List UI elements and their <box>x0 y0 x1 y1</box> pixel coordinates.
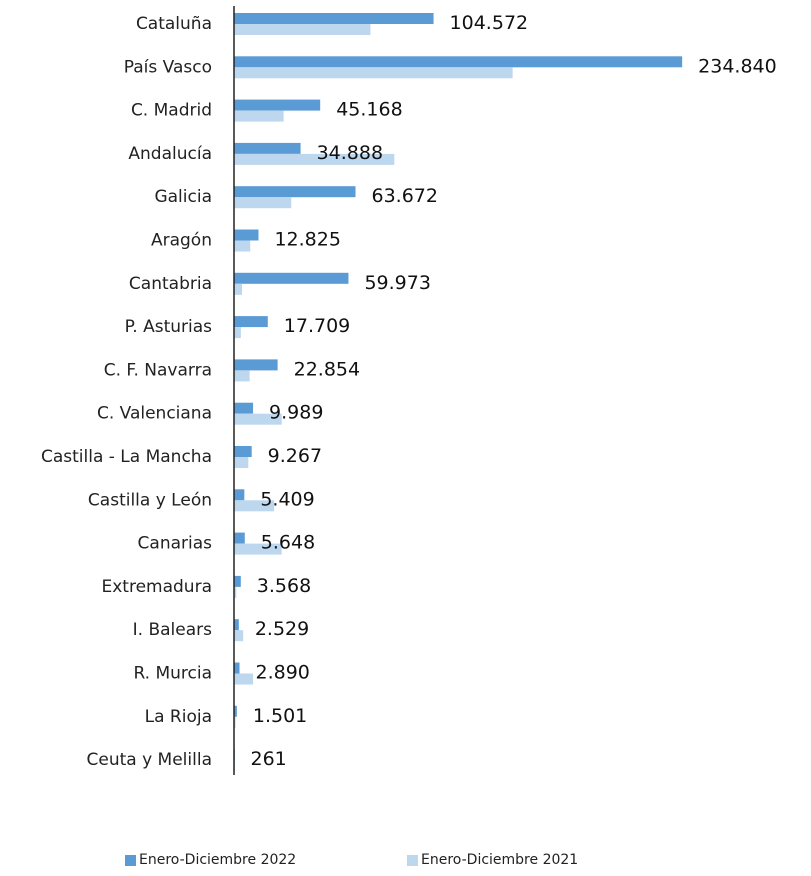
value-label-p-asturias: 17.709 <box>284 315 350 337</box>
bar-2021-aragon <box>234 240 251 252</box>
category-label-r-murcia: R. Murcia <box>133 664 212 684</box>
category-label-c-madrid: C. Madrid <box>131 101 212 121</box>
legend: Enero-Diciembre 2022 Enero-Diciembre 202… <box>0 852 811 874</box>
category-label-cantabria: Cantabria <box>129 274 212 294</box>
value-label-canarias: 5.648 <box>261 532 315 554</box>
bar-2022-c-madrid <box>234 99 321 111</box>
bar-2022-castilla-la-mancha <box>234 446 252 457</box>
bar-2021-castilla-y-leon <box>234 500 275 512</box>
bar-2022-la-rioja <box>234 705 237 717</box>
bar-chart: Cataluña País Vasco C. Madrid Andalucía Gali… <box>41 6 777 775</box>
value-label-la-rioja: 1.501 <box>253 705 307 727</box>
category-label-la-rioja: La Rioja <box>145 707 212 727</box>
bar-2022-aragon <box>234 229 259 241</box>
legend-item-2022: Enero-Diciembre 2022 <box>125 852 296 868</box>
value-label-castilla-la-mancha: 9.267 <box>268 445 322 467</box>
bar-2022-galicia <box>234 186 356 198</box>
bar-2021-pais-vasco <box>234 67 513 79</box>
category-label-andalucia: Andalucía <box>128 144 212 164</box>
category-label-pais-vasco: País Vasco <box>124 57 212 77</box>
value-label-castilla-y-leon: 5.409 <box>260 488 314 510</box>
bar-2021-cantabria <box>234 283 243 295</box>
legend-swatch-2021 <box>407 854 418 866</box>
category-labels: Cataluña País Vasco C. Madrid Andalucía Gali… <box>41 14 212 770</box>
value-label-extremadura: 3.568 <box>257 575 311 597</box>
legend-swatch-2022 <box>125 854 136 866</box>
category-label-c-valenciana: C. Valenciana <box>97 404 212 424</box>
bar-2021-extremadura <box>234 586 237 598</box>
bar-2022-p-asturias <box>234 316 268 328</box>
bar-2022-canarias <box>234 532 245 544</box>
bar-2021-cataluna <box>234 24 371 35</box>
value-label-galicia: 63.672 <box>372 185 438 207</box>
value-label-c-valenciana: 9.989 <box>269 402 323 424</box>
value-label-r-murcia: 2.890 <box>256 662 310 684</box>
bar-2021-galicia <box>234 197 292 209</box>
bar-2021-p-asturias <box>234 327 241 339</box>
value-label-cataluna: 104.572 <box>450 12 529 34</box>
bar-2022-c-valenciana <box>234 402 254 414</box>
value-label-c-f-navarra: 22.854 <box>294 358 360 380</box>
category-label-castilla-y-leon: Castilla y León <box>88 490 212 510</box>
value-label-ceuta-y-melilla: 261 <box>250 748 286 770</box>
category-label-galicia: Galicia <box>154 187 212 207</box>
legend-item-2021: Enero-Diciembre 2021 <box>407 852 578 868</box>
value-label-andalucia: 34.888 <box>317 142 383 164</box>
category-label-aragon: Aragón <box>151 231 212 251</box>
category-label-c-f-navarra: C. F. Navarra <box>104 360 212 380</box>
bar-2022-i-balears <box>234 619 239 631</box>
bar-2021-r-murcia <box>234 673 254 685</box>
bar-2021-c-f-navarra <box>234 370 250 382</box>
value-label-aragon: 12.825 <box>274 229 340 251</box>
bar-2021-la-rioja <box>234 716 236 728</box>
value-label-cantabria: 59.973 <box>364 272 430 294</box>
category-label-p-asturias: P. Asturias <box>125 317 212 337</box>
category-label-cataluna: Cataluña <box>136 14 212 34</box>
bar-2022-castilla-y-leon <box>234 489 245 501</box>
bar-2021-c-madrid <box>234 110 284 122</box>
bars-layer <box>234 13 683 772</box>
legend-label-2021: Enero-Diciembre 2021 <box>421 852 579 868</box>
value-label-c-madrid: 45.168 <box>336 99 402 121</box>
bar-2021-canarias <box>234 543 282 555</box>
category-label-castilla-la-mancha: Castilla - La Mancha <box>41 447 212 467</box>
bar-2022-cantabria <box>234 272 349 284</box>
bar-2022-pais-vasco <box>234 56 683 68</box>
category-label-extremadura: Extremadura <box>102 577 213 597</box>
bar-2021-castilla-la-mancha <box>234 457 249 468</box>
bar-2022-andalucia <box>234 142 301 154</box>
category-label-i-balears: I. Balears <box>133 620 212 640</box>
bar-2022-cataluna <box>234 13 434 24</box>
value-labels: 104.572 234.840 45.168 34.888 63.672 12.825 59… <box>250 12 776 770</box>
value-label-i-balears: 2.529 <box>255 618 309 640</box>
bar-2022-extremadura <box>234 575 241 587</box>
bar-2021-andalucia <box>234 153 395 165</box>
bar-2021-i-balears <box>234 630 244 642</box>
legend-label-2022: Enero-Diciembre 2022 <box>139 852 297 868</box>
category-label-canarias: Canarias <box>138 534 213 554</box>
category-label-ceuta-y-melilla: Ceuta y Melilla <box>87 750 213 770</box>
bar-2022-r-murcia <box>234 662 240 674</box>
bar-2022-c-f-navarra <box>234 359 278 371</box>
value-label-pais-vasco: 234.840 <box>698 55 777 77</box>
bar-2021-c-valenciana <box>234 413 282 425</box>
